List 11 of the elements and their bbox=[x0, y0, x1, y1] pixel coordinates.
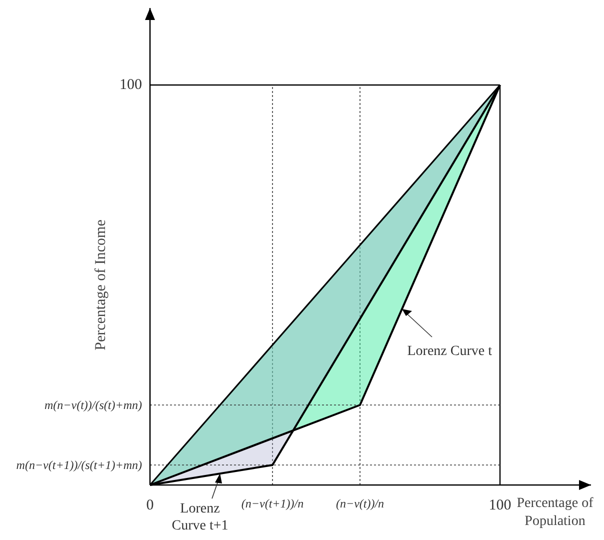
annotation: Lorenz Curve t+1 bbox=[172, 502, 228, 534]
x-tick-label: (n−v(t+1))/n bbox=[241, 496, 304, 511]
ref-line-label: 100 bbox=[120, 77, 142, 93]
ref-line-label: m(n−v(t))/(s(t)+mn) bbox=[44, 398, 142, 412]
x-tick-label: (n−v(t))/n bbox=[336, 496, 384, 511]
annotation: Lorenz Curve t bbox=[407, 344, 492, 359]
ref-line-label: m(n−v(t+1))/(s(t+1)+mn) bbox=[16, 458, 142, 472]
y-axis-title: Percentage of Income bbox=[93, 219, 109, 350]
x-tick-label: 0 bbox=[146, 498, 154, 514]
x-tick-label: 100 bbox=[488, 498, 512, 514]
x-axis-title: Percentage of Population bbox=[516, 496, 594, 529]
